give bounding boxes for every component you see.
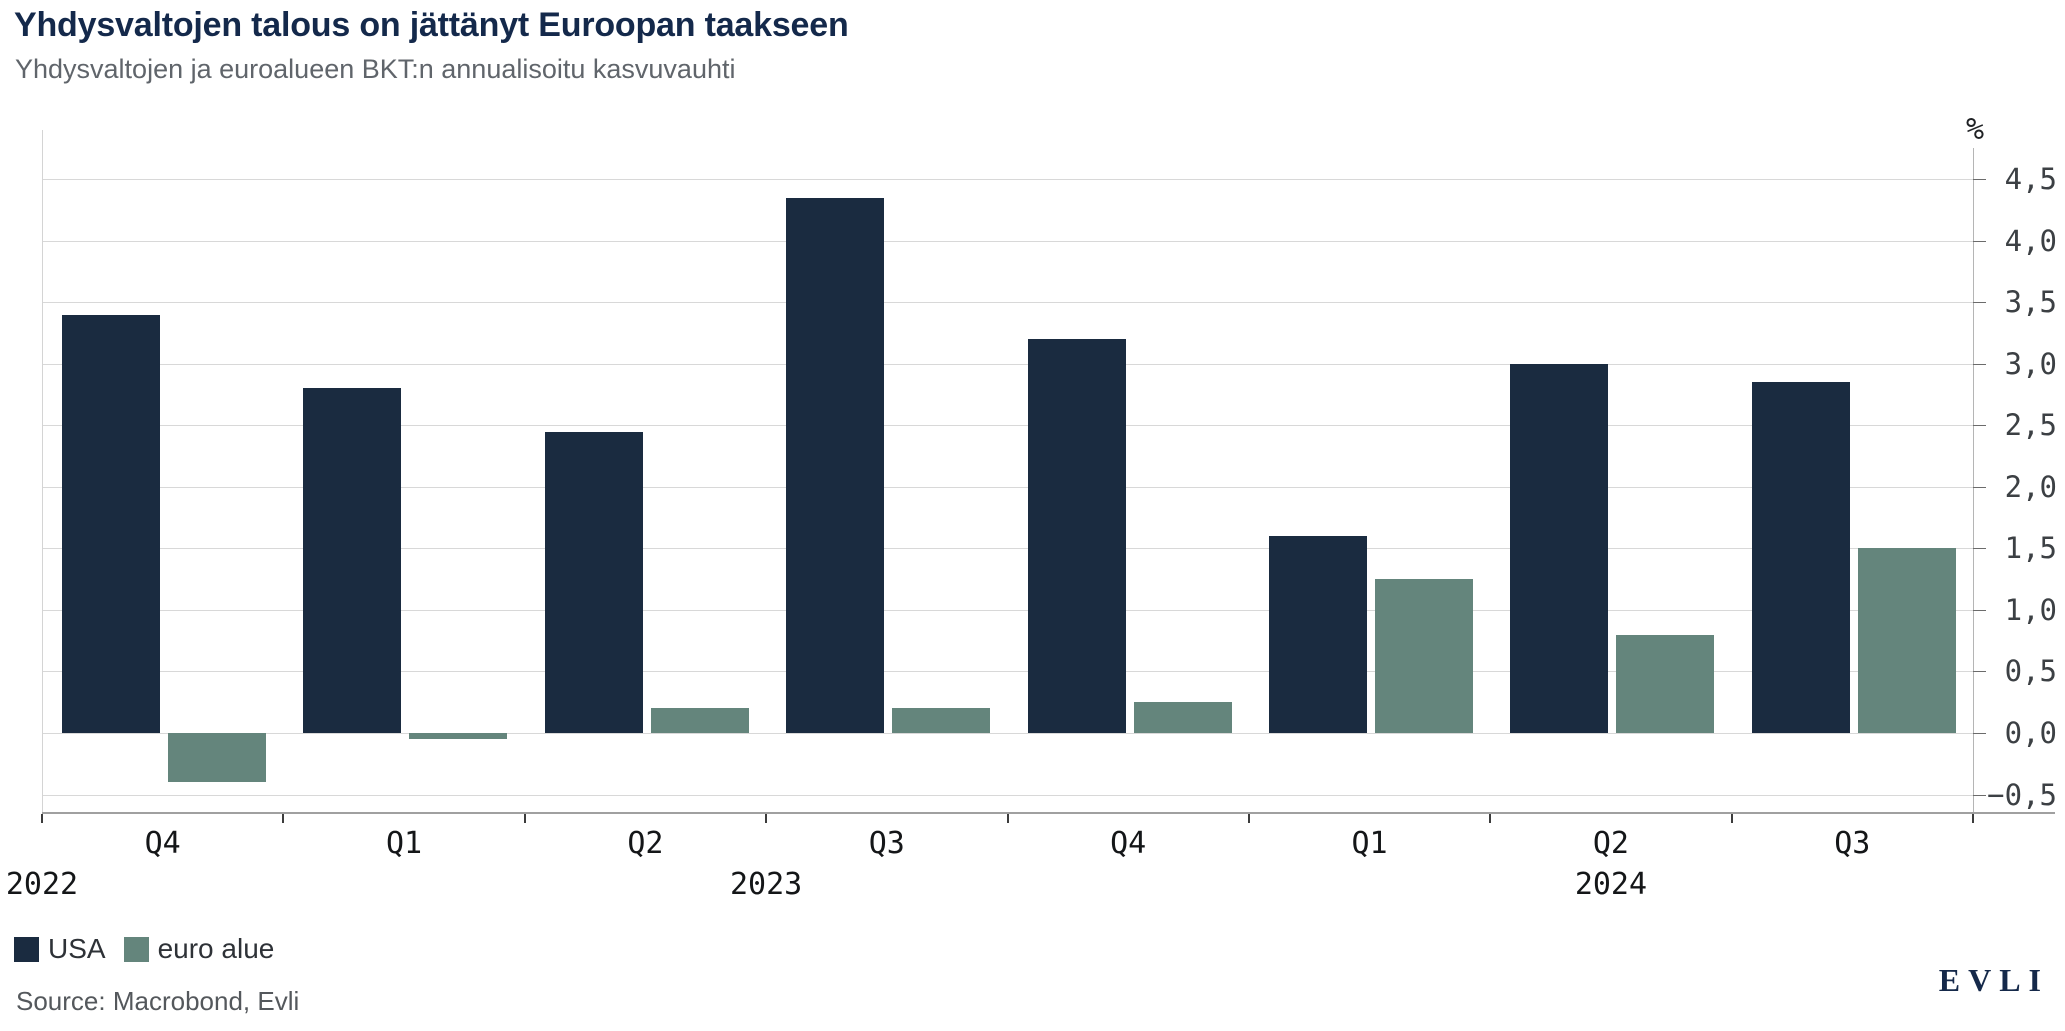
gridline	[42, 794, 1973, 796]
bar-usa-4	[1027, 339, 1126, 733]
source-note: Source: Macrobond, Evli	[16, 986, 300, 1016]
y-axis-tick	[1973, 179, 1986, 181]
legend-swatch	[123, 936, 149, 962]
x-tick-label-quarter: Q1	[386, 826, 423, 861]
x-tick-label-quarter: Q1	[1351, 826, 1388, 861]
y-axis-unit-label: %	[1965, 112, 1984, 147]
x-tick-label-year: 2024	[1574, 867, 1648, 902]
gridline	[42, 302, 1973, 304]
y-tick-label: 1,5	[2004, 531, 2057, 566]
bar-euro-alue-2	[650, 708, 749, 733]
y-tick-label: −0,5	[1987, 777, 2057, 812]
x-tick-label-quarter: Q4	[144, 826, 181, 861]
gridline	[42, 671, 1973, 673]
x-axis-tick	[282, 814, 285, 823]
y-axis-tick	[1973, 671, 1986, 673]
page-title: Yhdysvaltojen talous on jättänyt Euroopa…	[14, 6, 849, 44]
y-axis-tick	[1973, 302, 1986, 304]
legend: USA euro alue	[14, 933, 274, 965]
gridline	[42, 425, 1973, 427]
bar-usa-6	[1510, 363, 1609, 733]
y-axis-line	[1973, 148, 1974, 813]
y-tick-label: 4,0	[2004, 223, 2057, 258]
y-axis-tick	[1973, 425, 1986, 427]
plot-left-border	[42, 130, 43, 813]
bar-usa-7	[1751, 382, 1850, 733]
gridline	[42, 363, 1973, 365]
bar-euro-alue-3	[892, 708, 991, 733]
y-tick-label: 0,5	[2004, 654, 2057, 689]
bar-usa-2	[544, 431, 643, 733]
gridline	[42, 733, 1973, 734]
y-axis-tick	[1973, 609, 1986, 611]
x-axis-tick	[41, 814, 43, 823]
y-tick-label: 4,5	[2004, 162, 2057, 197]
x-axis-tick	[1006, 814, 1009, 823]
x-tick-label-year: 2023	[730, 867, 803, 902]
legend-swatch	[14, 936, 39, 962]
x-tick-label-quarter: Q2	[1592, 826, 1629, 861]
y-tick-label: 3,5	[2004, 285, 2057, 320]
x-axis-tick	[1730, 814, 1733, 823]
y-axis-tick	[1973, 794, 1986, 796]
y-axis-tick	[1973, 486, 1986, 488]
y-tick-label: 2,0	[2004, 469, 2057, 504]
bar-euro-alue-5	[1374, 579, 1473, 733]
y-axis-tick	[1973, 548, 1986, 550]
x-axis-tick	[765, 814, 768, 823]
bar-euro-alue-1	[409, 733, 508, 740]
gridline	[42, 486, 1973, 488]
x-tick-label-quarter: Q3	[1834, 826, 1871, 861]
x-axis-line	[42, 812, 2055, 814]
legend-label: euro alue	[157, 933, 275, 964]
y-axis-tick	[1973, 240, 1986, 242]
x-tick-label-quarter: Q2	[627, 826, 664, 861]
legend-item: USA	[14, 933, 106, 965]
y-tick-label: 0,0	[2004, 716, 2057, 750]
x-tick-label-year: 2022	[5, 867, 79, 902]
bar-euro-alue-0	[168, 733, 266, 783]
gridline	[42, 240, 1973, 242]
y-axis-tick	[1973, 733, 1986, 734]
gridline	[42, 609, 1973, 611]
legend-label: USA	[48, 933, 106, 964]
x-axis-tick	[1972, 814, 1974, 823]
y-tick-label: 3,0	[2004, 346, 2057, 381]
gridline	[42, 548, 1973, 550]
y-tick-label: 1,0	[2004, 592, 2057, 627]
bar-usa-1	[303, 388, 402, 733]
x-tick-label-quarter: Q4	[1110, 826, 1147, 861]
bar-euro-alue-4	[1133, 702, 1232, 733]
evli-logo: EVLI	[1938, 962, 2049, 998]
y-tick-label: 2,5	[2004, 408, 2057, 443]
x-axis-tick	[1489, 814, 1492, 823]
bar-usa-3	[786, 197, 885, 733]
bar-usa-0	[62, 314, 160, 733]
bar-euro-alue-7	[1857, 548, 1956, 733]
chart-subtitle: Yhdysvaltojen ja euroalueen BKT:n annual…	[15, 54, 736, 84]
x-tick-label-quarter: Q3	[868, 826, 905, 861]
x-axis-tick	[1247, 814, 1250, 823]
bar-usa-5	[1268, 536, 1367, 733]
gridline	[42, 179, 1973, 181]
bar-euro-alue-6	[1616, 634, 1715, 733]
x-axis-tick	[523, 814, 526, 823]
legend-item: euro alue	[123, 933, 275, 965]
y-axis-tick	[1973, 363, 1986, 365]
